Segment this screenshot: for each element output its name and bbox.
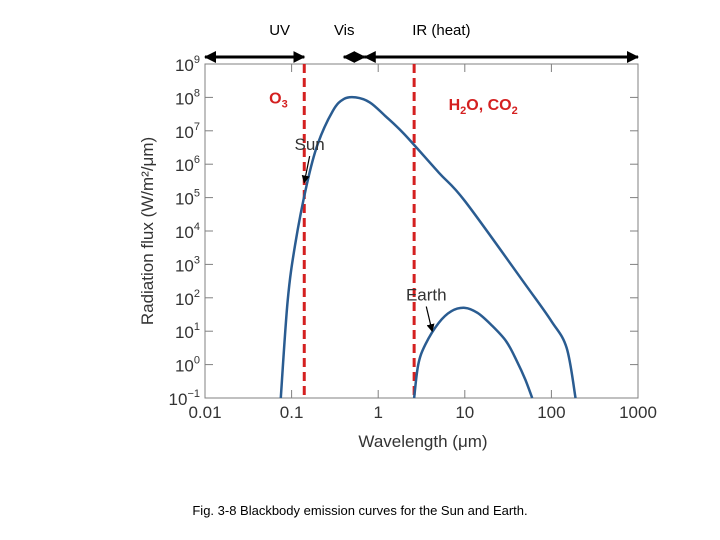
figure-caption: Fig. 3-8 Blackbody emission curves for t… (192, 503, 528, 518)
band-label: UV (269, 22, 291, 39)
y-tick-label: 104 (175, 221, 200, 242)
x-axis-label: Wavelength (μm) (358, 432, 487, 451)
absorber-label: H2O, CO2 (449, 97, 518, 117)
y-tick-label: 10−1 (169, 388, 200, 409)
band-label: IR (heat) (412, 22, 471, 39)
y-tick-label: 107 (175, 121, 200, 142)
y-tick-label: 105 (175, 188, 200, 209)
y-tick-label: 101 (175, 321, 200, 342)
x-axis-ticks: 0.01 0.1 1 10 100 1000 (188, 64, 657, 422)
annotation-sun: Sun (295, 135, 325, 154)
absorber-labels: O3 H2O, CO2 (269, 90, 518, 117)
y-tick-label: 102 (175, 288, 200, 309)
y-tick-label: 108 (175, 87, 200, 108)
band-label: Vis (333, 22, 355, 39)
y-tick-label: 106 (175, 154, 200, 175)
curve-sun (279, 95, 577, 399)
plot-frame (204, 63, 639, 399)
x-tick-label: 1000 (619, 403, 657, 422)
annotation-arrow (301, 156, 311, 184)
x-tick-label: 100 (537, 403, 565, 422)
y-tick-label: 109 (175, 54, 200, 75)
absorber-label: O3 (269, 90, 288, 110)
curves (279, 95, 577, 399)
annotation-arrow (425, 306, 435, 333)
x-tick-label: 0.01 (188, 403, 221, 422)
annotation-earth: Earth (406, 285, 447, 304)
y-axis-label: Radiation flux (W/m²/μm) (138, 137, 157, 325)
annotations: Sun Earth (295, 135, 447, 333)
y-tick-label: 103 (175, 254, 200, 275)
x-tick-label: 1 (373, 403, 382, 422)
y-axis-ticks: 109 108 107 106 105 104 103 102 101 100 10−1 (169, 54, 638, 409)
curve-earth (412, 306, 534, 399)
x-tick-label: 0.1 (280, 403, 304, 422)
y-tick-label: 100 (175, 355, 200, 376)
band-dividers (302, 64, 416, 398)
x-tick-label: 10 (455, 403, 474, 422)
